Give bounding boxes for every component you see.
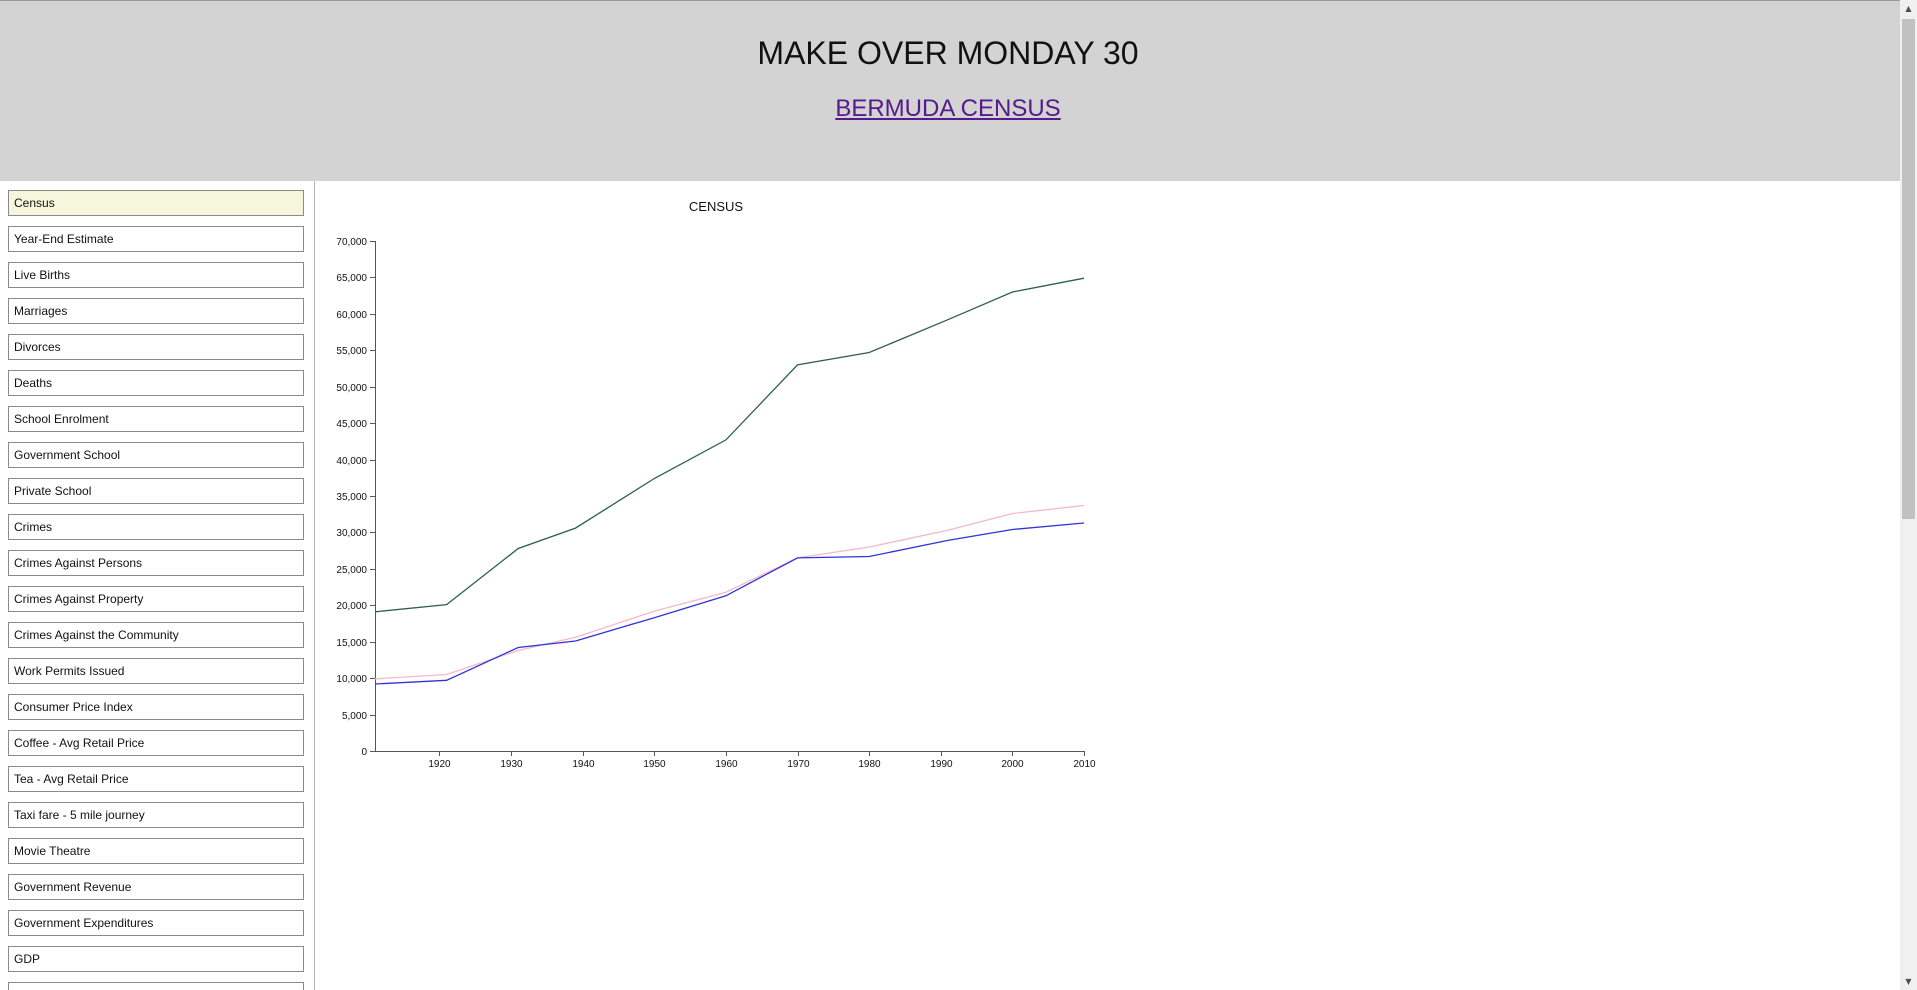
sidebar-item[interactable]: Census xyxy=(8,190,304,216)
y-tick-label: 0 xyxy=(361,747,367,758)
page-title: MAKE OVER MONDAY 30 xyxy=(757,35,1139,71)
sidebar-item[interactable]: GDP xyxy=(8,946,304,972)
sidebar-item[interactable]: Taxi fare - 5 mile journey xyxy=(8,802,304,828)
y-tick-label: 50,000 xyxy=(336,383,367,394)
sidebar-item[interactable]: Government School xyxy=(8,442,304,468)
sidebar-item[interactable]: Tea - Avg Retail Price xyxy=(8,766,304,792)
sidebar-item[interactable]: Divorces xyxy=(8,334,304,360)
vertical-scrollbar[interactable]: ▲ ▼ xyxy=(1900,0,1917,990)
x-tick-label: 1940 xyxy=(572,759,595,770)
sidebar-item[interactable]: Work Permits Issued xyxy=(8,658,304,684)
x-tick-label: 1920 xyxy=(428,759,451,770)
sidebar-item[interactable]: Crimes xyxy=(8,514,304,540)
x-tick-label: 2010 xyxy=(1073,759,1096,770)
y-tick-label: 65,000 xyxy=(336,273,367,284)
x-tick-label: 1960 xyxy=(715,759,738,770)
x-tick-label: 1950 xyxy=(643,759,666,770)
y-tick-label: 25,000 xyxy=(336,565,367,576)
sidebar-item[interactable]: School Enrolment xyxy=(8,406,304,432)
y-tick-label: 20,000 xyxy=(336,601,367,612)
sidebar-item[interactable]: Crimes Against the Community xyxy=(8,622,304,648)
scrollbar-thumb[interactable] xyxy=(1902,19,1915,519)
sidebar-item[interactable]: Coffee - Avg Retail Price xyxy=(8,730,304,756)
y-tick-label: 5,000 xyxy=(342,711,367,722)
y-tick-label: 60,000 xyxy=(336,310,367,321)
sidebar-item-partial[interactable] xyxy=(8,982,304,990)
page-header: MAKE OVER MONDAY 30 BERMUDA CENSUS xyxy=(0,0,1900,181)
y-tick-label: 45,000 xyxy=(336,419,367,430)
series-line xyxy=(374,504,1085,680)
sidebar-item[interactable]: Marriages xyxy=(8,298,304,324)
sidebar-item[interactable]: Live Births xyxy=(8,262,304,288)
scroll-up-icon[interactable]: ▲ xyxy=(1905,4,1912,13)
y-tick-label: 70,000 xyxy=(336,237,367,248)
x-tick-label: 2000 xyxy=(1001,759,1024,770)
y-tick-label: 30,000 xyxy=(336,528,367,539)
chart-area: CENSUS 0 5,000 10,000 15,000 20,000 25,000 30,0… xyxy=(316,181,1900,990)
y-tick-label: 55,000 xyxy=(336,346,367,357)
sidebar-item[interactable]: Year-End Estimate xyxy=(8,226,304,252)
census-chart: CENSUS 0 5,000 10,000 15,000 20,000 25,000 30,0… xyxy=(336,199,1096,770)
sidebar-item[interactable]: Government Revenue xyxy=(8,874,304,900)
y-tick-label: 40,000 xyxy=(336,456,367,467)
sidebar-item[interactable]: Crimes Against Persons xyxy=(8,550,304,576)
x-tick-label: 1990 xyxy=(930,759,953,770)
x-tick-label: 1930 xyxy=(500,759,523,770)
scroll-down-icon[interactable]: ▼ xyxy=(1905,977,1912,986)
x-tick-label: 1970 xyxy=(787,759,810,770)
y-tick-label: 35,000 xyxy=(336,492,367,503)
sidebar-item[interactable]: Private School xyxy=(8,478,304,504)
sidebar-item[interactable]: Deaths xyxy=(8,370,304,396)
y-tick-label: 10,000 xyxy=(336,674,367,685)
sidebar: Census Year-End Estimate Live Births Marria… xyxy=(0,181,315,990)
x-tick-label: 1980 xyxy=(858,759,881,770)
chart-title: CENSUS xyxy=(689,199,744,214)
sidebar-item[interactable]: Consumer Price Index xyxy=(8,694,304,720)
sidebar-item[interactable]: Crimes Against Property xyxy=(8,586,304,612)
series-line xyxy=(374,277,1085,613)
series-line xyxy=(374,522,1085,685)
census-link[interactable]: BERMUDA CENSUS xyxy=(835,95,1061,122)
y-tick-label: 15,000 xyxy=(336,638,367,649)
sidebar-item[interactable]: Government Expenditures xyxy=(8,910,304,936)
sidebar-item[interactable]: Movie Theatre xyxy=(8,838,304,864)
